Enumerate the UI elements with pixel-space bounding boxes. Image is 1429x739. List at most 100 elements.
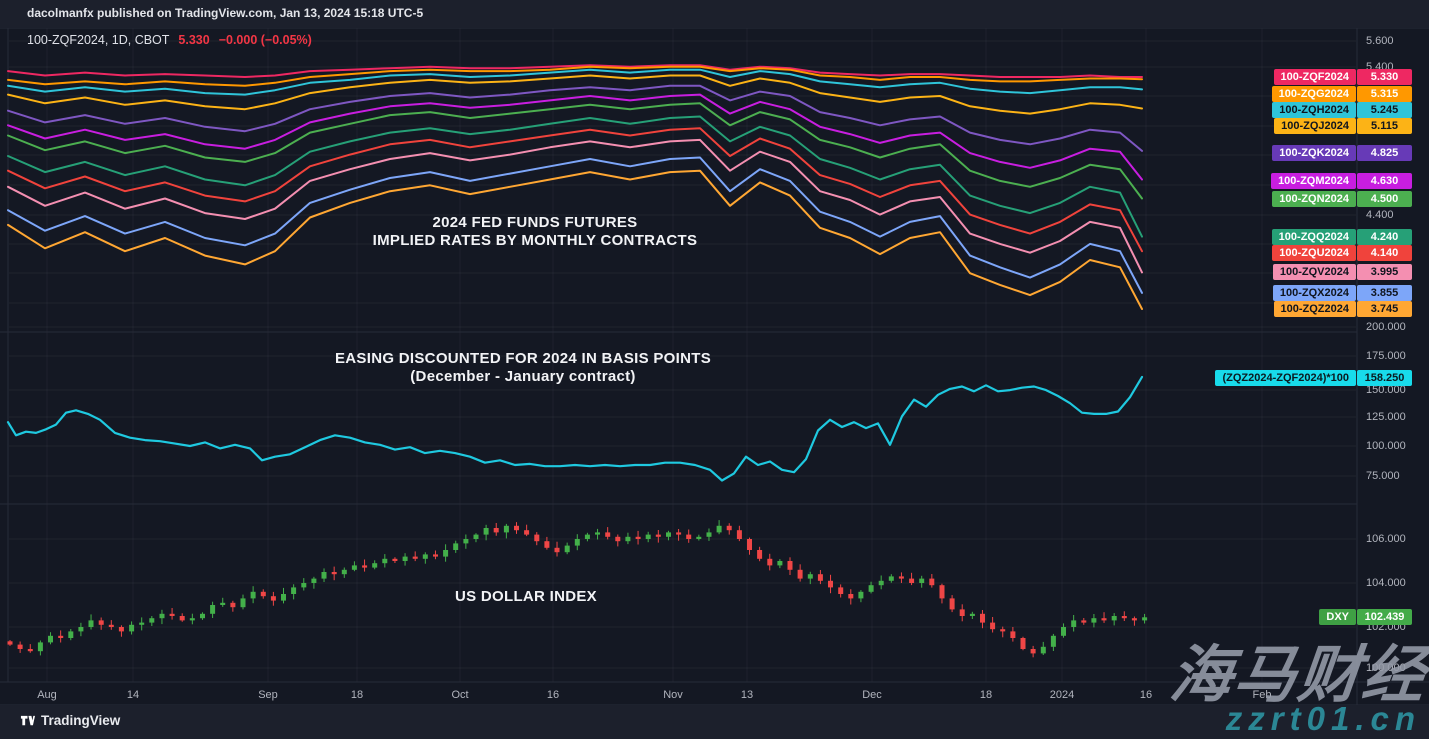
series-line-100-ZQU2024 — [7, 127, 1143, 253]
candle-body — [736, 530, 742, 539]
candle-body — [129, 624, 135, 632]
candle-body — [868, 585, 874, 592]
candle-body — [311, 578, 317, 583]
candle-body — [584, 534, 590, 539]
candle-body — [564, 545, 570, 553]
publish-line: dacolmanfx published on TradingView.com,… — [27, 6, 424, 20]
candle-body — [534, 534, 540, 542]
series-line-100-ZQJ2024 — [7, 74, 1143, 115]
candle-body — [635, 536, 641, 539]
candle-body — [139, 622, 145, 625]
tradingview-brand-text: TradingView — [41, 713, 121, 728]
candle-body — [980, 613, 985, 623]
header-bar: dacolmanfx published on TradingView.com,… — [0, 0, 1429, 28]
candle-body — [88, 620, 94, 627]
candle-body — [108, 624, 114, 627]
candle-body — [686, 534, 692, 539]
candle-body — [270, 596, 276, 601]
candle-body — [817, 574, 823, 581]
candle-body — [848, 594, 854, 599]
candle-body — [443, 550, 449, 557]
footer-bar: TradingView — [0, 705, 1429, 739]
candle-body — [1101, 618, 1107, 621]
candle-body — [929, 578, 935, 586]
series-line-100-ZQX2024 — [7, 156, 1143, 294]
candle-body — [473, 534, 479, 539]
candle-body — [281, 594, 286, 601]
candle-body — [351, 565, 357, 570]
candle-body — [37, 642, 43, 652]
candle-body — [959, 609, 965, 616]
legend-symbol[interactable]: 100-ZQF2024, 1D, CBOT — [27, 33, 170, 47]
candle-body — [1081, 620, 1087, 623]
candle-body — [58, 635, 64, 638]
candle-body — [402, 556, 408, 561]
candle-body — [767, 558, 773, 566]
candle-body — [210, 605, 216, 614]
candle-body — [362, 565, 368, 568]
candle-body — [382, 558, 388, 564]
candle-body — [990, 622, 996, 630]
candle-body — [878, 580, 884, 586]
candle-body — [493, 528, 499, 533]
candle-body — [777, 561, 783, 566]
candle-body — [605, 532, 611, 537]
candle-body — [1061, 627, 1066, 636]
candle-body — [503, 525, 509, 533]
candle-body — [554, 547, 560, 553]
candle-body — [726, 525, 732, 531]
candle-body — [1091, 618, 1097, 623]
candle-body — [898, 576, 904, 579]
candle-body — [291, 587, 297, 594]
candle-body — [797, 569, 803, 579]
price-axis[interactable] — [1357, 28, 1429, 705]
candle-body — [757, 550, 763, 559]
candle-body — [453, 543, 459, 550]
candle-body — [858, 591, 864, 599]
candle-body — [17, 644, 23, 649]
candle-body — [48, 635, 53, 643]
candle-body — [574, 539, 580, 546]
candle-body — [483, 528, 489, 535]
candle-body — [706, 532, 712, 537]
candle-body — [200, 613, 205, 619]
symbol-legend[interactable]: 100-ZQF2024, 1D, CBOT 5.330 −0.000 (−0.0… — [27, 33, 312, 47]
candle-body — [78, 627, 84, 632]
annotation-easing-line2: (December - January contract) — [410, 368, 636, 385]
candle-body — [828, 580, 833, 588]
candle-body — [240, 598, 246, 608]
legend-change: −0.000 (−0.05%) — [218, 33, 312, 47]
candle-body — [1131, 618, 1137, 621]
candle-body — [949, 598, 955, 610]
annotation-fed-funds-line1: 2024 FED FUNDS FUTURES — [432, 214, 638, 231]
candle-body — [1030, 649, 1036, 654]
candle-body — [1050, 635, 1056, 647]
candle-body — [676, 532, 682, 535]
candle-body — [149, 618, 155, 623]
annotation-fed-funds-line2: IMPLIED RATES BY MONTHLY CONTRACTS — [372, 232, 698, 249]
annotation-easing: EASING DISCOUNTED FOR 2024 IN BASIS POIN… — [323, 350, 723, 386]
candle-body — [189, 618, 195, 621]
tradingview-logo-icon — [20, 715, 35, 726]
candle-body — [433, 554, 438, 557]
annotation-easing-line1: EASING DISCOUNTED FOR 2024 IN BASIS POIN… — [335, 350, 711, 367]
candle-body — [939, 585, 945, 599]
tradingview-link[interactable]: TradingView — [20, 713, 120, 728]
candle-body — [1142, 617, 1148, 621]
candle-body — [655, 534, 661, 537]
series-line-100-ZQQ2024 — [7, 115, 1143, 238]
candle-body — [888, 576, 894, 581]
candle-body — [909, 578, 915, 583]
time-axis[interactable] — [0, 682, 1357, 705]
candle-body — [807, 574, 813, 579]
candle-body — [27, 649, 33, 652]
candle-body — [625, 536, 631, 542]
candle-body — [98, 620, 104, 625]
series-line-100-ZQK2024 — [7, 84, 1143, 152]
series-line-100-ZQM2024 — [7, 93, 1143, 181]
watermark-url: zzrt01.cn — [1225, 700, 1421, 737]
series-line-100-ZQH2024 — [7, 68, 1143, 96]
candle-body — [68, 631, 74, 638]
candle-body — [260, 591, 266, 597]
